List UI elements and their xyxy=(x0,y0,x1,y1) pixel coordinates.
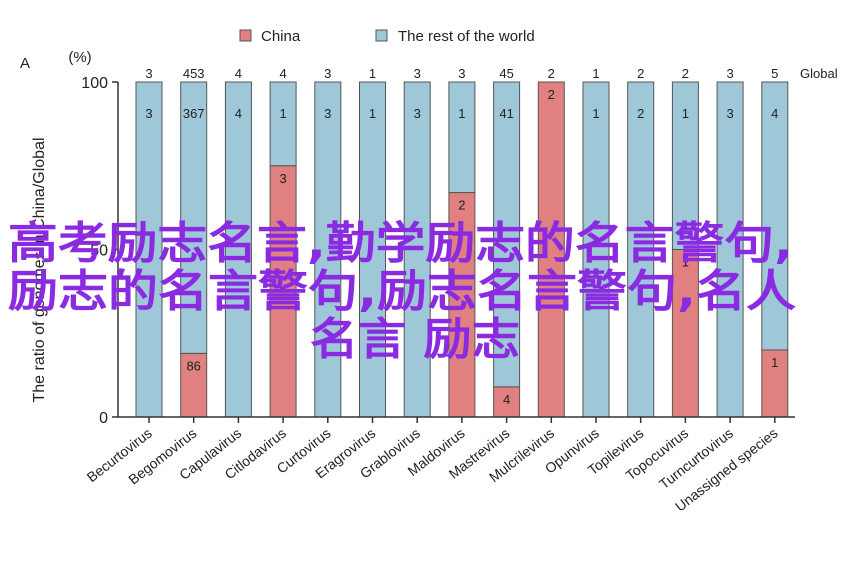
rest-count-label-0: 3 xyxy=(145,106,152,121)
bar-rest-13 xyxy=(716,81,744,418)
watermark-line-2: 励志的名言警句,励志名言警句,名人 xyxy=(8,266,796,317)
legend-label-china: China xyxy=(261,28,301,45)
axes-layer: 0 50 100 xyxy=(81,75,795,427)
china-count-label-7: 2 xyxy=(458,198,465,213)
bar-rest-6 xyxy=(403,81,431,418)
china-count-label-9: 2 xyxy=(548,87,555,102)
rest-count-label-5: 1 xyxy=(369,106,376,121)
rest-count-label-1: 367 xyxy=(183,106,205,121)
global-count-5: 1 xyxy=(369,66,376,81)
global-count-0: 3 xyxy=(145,66,152,81)
global-count-3: 4 xyxy=(279,66,286,81)
global-count-11: 2 xyxy=(637,66,644,81)
watermark: 高考励志名言,勤学励志的名言警句, 励志的名言警句,励志名言警句,名人 名言 励… xyxy=(8,218,796,365)
global-count-12: 2 xyxy=(682,66,689,81)
bar-rest-11 xyxy=(627,81,655,418)
legend-swatch-rest xyxy=(375,29,388,42)
y-tick-label-0: 0 xyxy=(99,410,108,427)
y-axis-title: The ratio of genomes in China/Global xyxy=(31,137,48,402)
y-tick-label-50: 50 xyxy=(90,243,108,260)
rest-count-label-8: 41 xyxy=(499,106,513,121)
china-count-label-14: 1 xyxy=(771,355,778,370)
bar-rest-10 xyxy=(582,81,610,418)
global-count-4: 3 xyxy=(324,66,331,81)
rest-count-label-2: 4 xyxy=(235,106,242,121)
watermark-line-1: 高考励志名言,勤学励志的名言警句, xyxy=(8,218,793,269)
global-count-8: 45 xyxy=(499,66,513,81)
rest-count-label-7: 1 xyxy=(458,106,465,121)
global-count-1: 453 xyxy=(183,66,205,81)
panel-label: A xyxy=(20,55,30,72)
bar-rest-4 xyxy=(314,81,342,418)
watermark-line-3: 名言 励志 xyxy=(310,314,520,365)
china-count-label-3: 3 xyxy=(279,171,286,186)
global-count-6: 3 xyxy=(414,66,421,81)
global-count-14: 5 xyxy=(771,66,778,81)
global-count-2: 4 xyxy=(235,66,242,81)
china-count-label-1: 86 xyxy=(186,358,200,373)
y-tick-label-100: 100 xyxy=(81,75,108,92)
legend-label-rest: The rest of the world xyxy=(398,28,535,45)
y-unit-label: (%) xyxy=(68,49,91,66)
china-count-label-12: 1 xyxy=(682,255,689,270)
bars-layer xyxy=(135,81,789,418)
global-count-10: 1 xyxy=(592,66,599,81)
legend: China The rest of the world xyxy=(239,28,535,45)
global-count-9: 2 xyxy=(548,66,555,81)
bar-rest-2 xyxy=(224,81,252,418)
bar-rest-12 xyxy=(671,81,699,250)
china-count-label-8: 4 xyxy=(503,392,510,407)
rest-count-label-14: 4 xyxy=(771,106,778,121)
bar-rest-0 xyxy=(135,81,163,418)
bar-china-12 xyxy=(671,249,699,418)
global-count-13: 3 xyxy=(726,66,733,81)
bar-china-14 xyxy=(761,349,789,418)
rest-count-label-3: 1 xyxy=(279,106,286,121)
rest-count-label-6: 3 xyxy=(414,106,421,121)
rest-count-label-12: 1 xyxy=(682,106,689,121)
bar-rest-3 xyxy=(269,81,297,167)
legend-swatch-china xyxy=(239,29,252,42)
global-count-7: 3 xyxy=(458,66,465,81)
bar-rest-8 xyxy=(493,81,521,388)
rest-count-label-13: 3 xyxy=(726,106,733,121)
bar-rest-5 xyxy=(359,81,386,418)
rest-count-label-11: 2 xyxy=(637,106,644,121)
rest-count-label-4: 3 xyxy=(324,106,331,121)
bar-rest-7 xyxy=(448,81,476,194)
bar-rest-1 xyxy=(180,81,208,354)
bar-rest-14 xyxy=(761,81,789,351)
bar-china-9 xyxy=(537,81,565,418)
rest-count-label-10: 1 xyxy=(592,106,599,121)
top-axis-label: Global xyxy=(800,66,838,81)
